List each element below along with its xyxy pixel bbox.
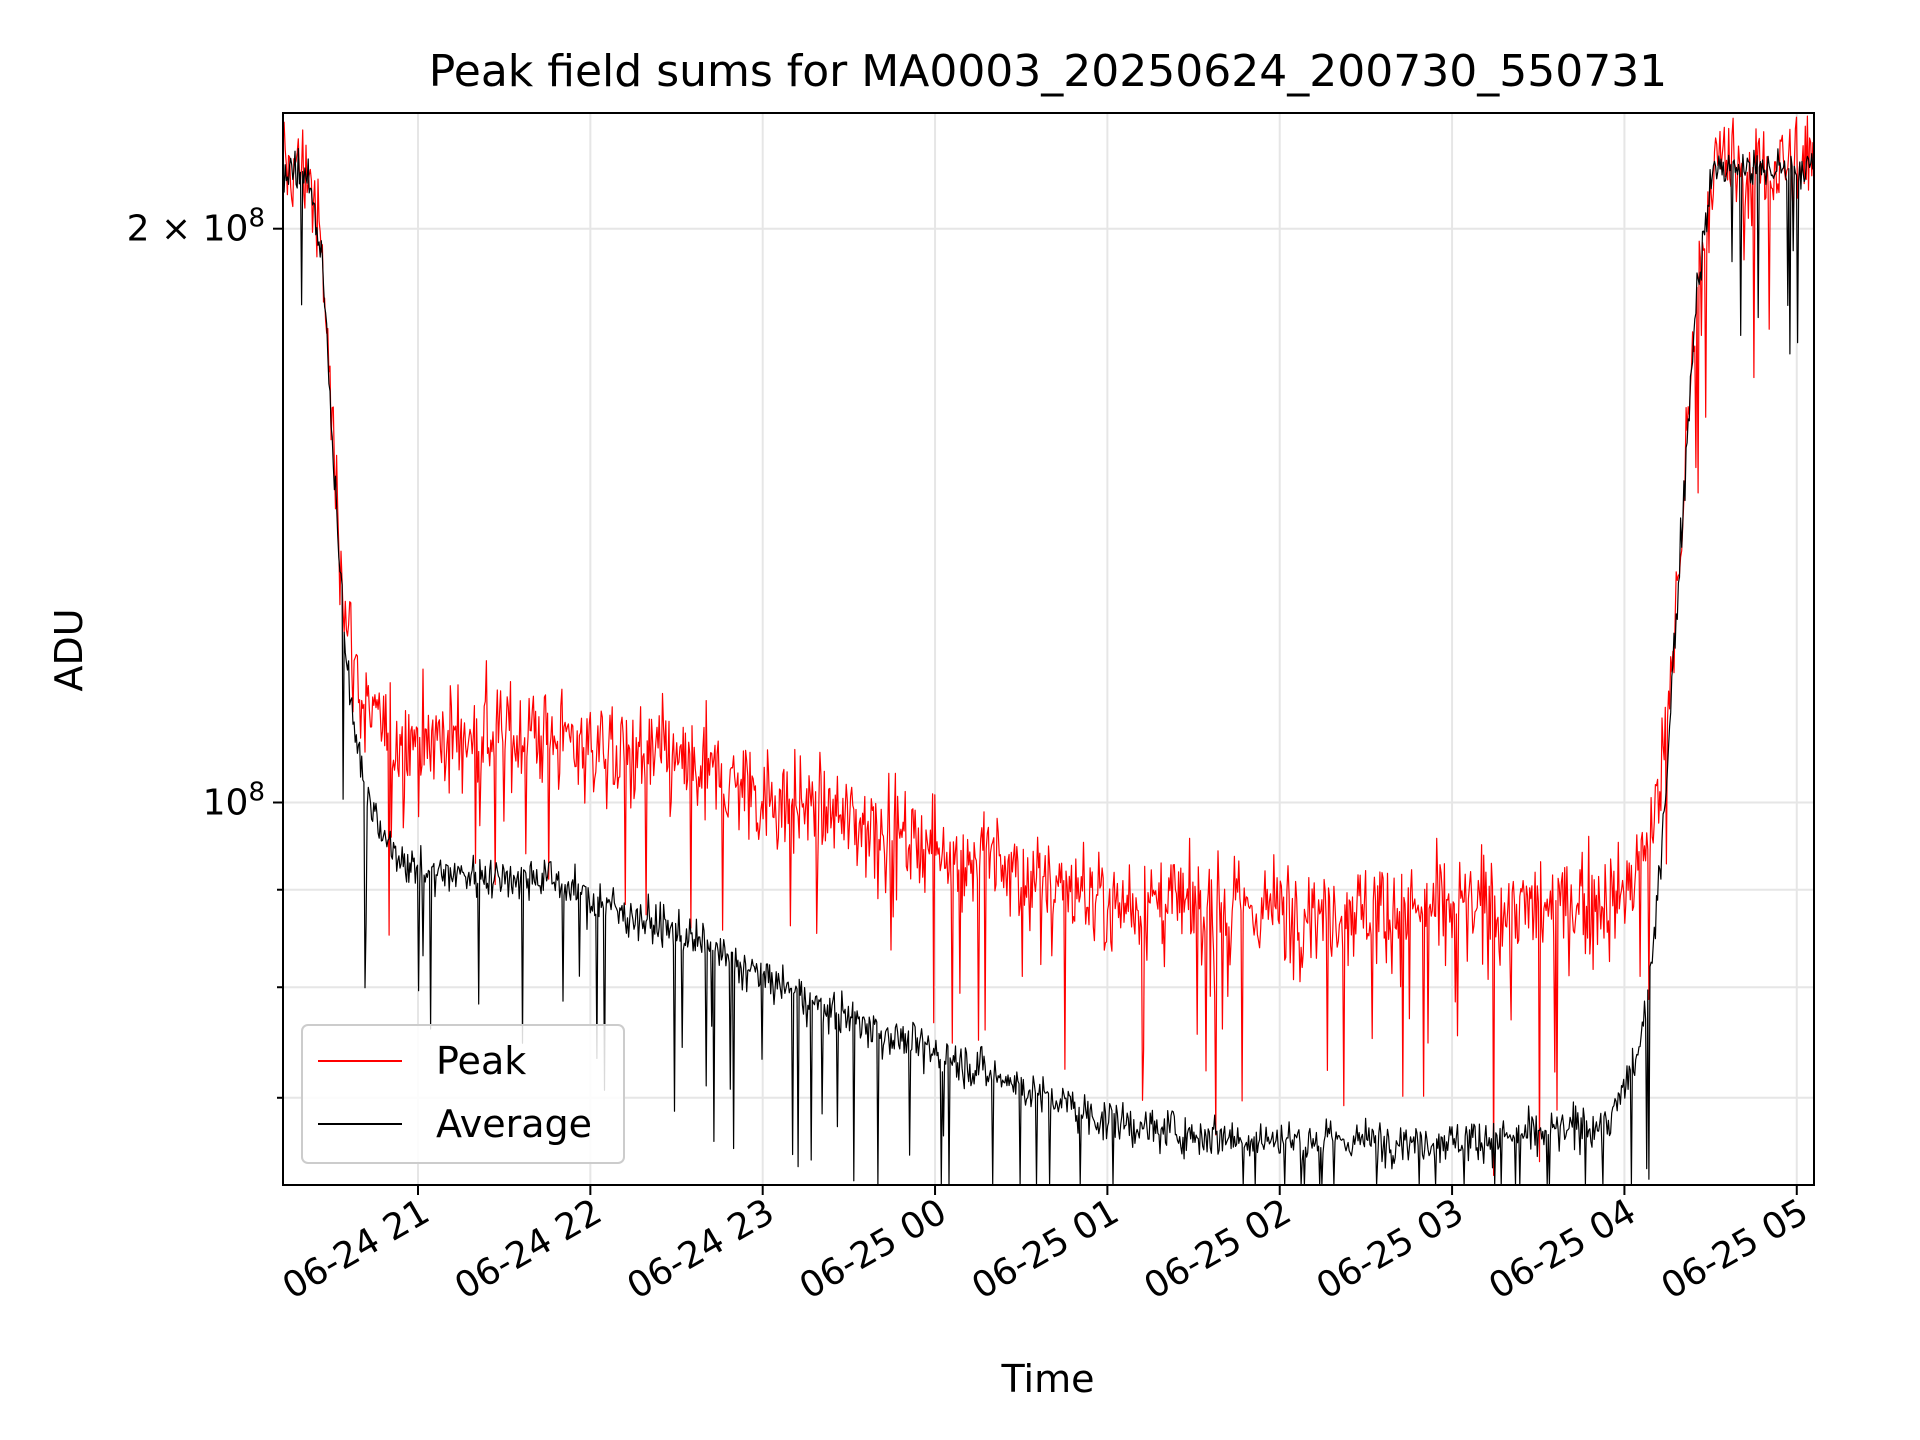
legend-label-average: Average — [436, 1102, 592, 1146]
chart-title: Peak field sums for MA0003_20250624_2007… — [429, 46, 1667, 97]
legend-box — [301, 1024, 625, 1164]
y-axis-ticks: 108 2 × 108 — [127, 204, 283, 1099]
legend-label-peak: Peak — [436, 1039, 526, 1083]
y-tick-label: 2 × 108 — [127, 204, 265, 250]
legend: Peak Average — [301, 1024, 625, 1164]
y-tick-label: 108 — [203, 778, 265, 824]
x-axis-label: Time — [1001, 1357, 1095, 1401]
series-line-peak — [282, 115, 1815, 1176]
plot-frame — [282, 112, 1815, 1186]
y-axis-label: ADU — [47, 608, 91, 691]
series-layer — [282, 115, 1815, 1186]
series-line-average — [282, 148, 1815, 1186]
